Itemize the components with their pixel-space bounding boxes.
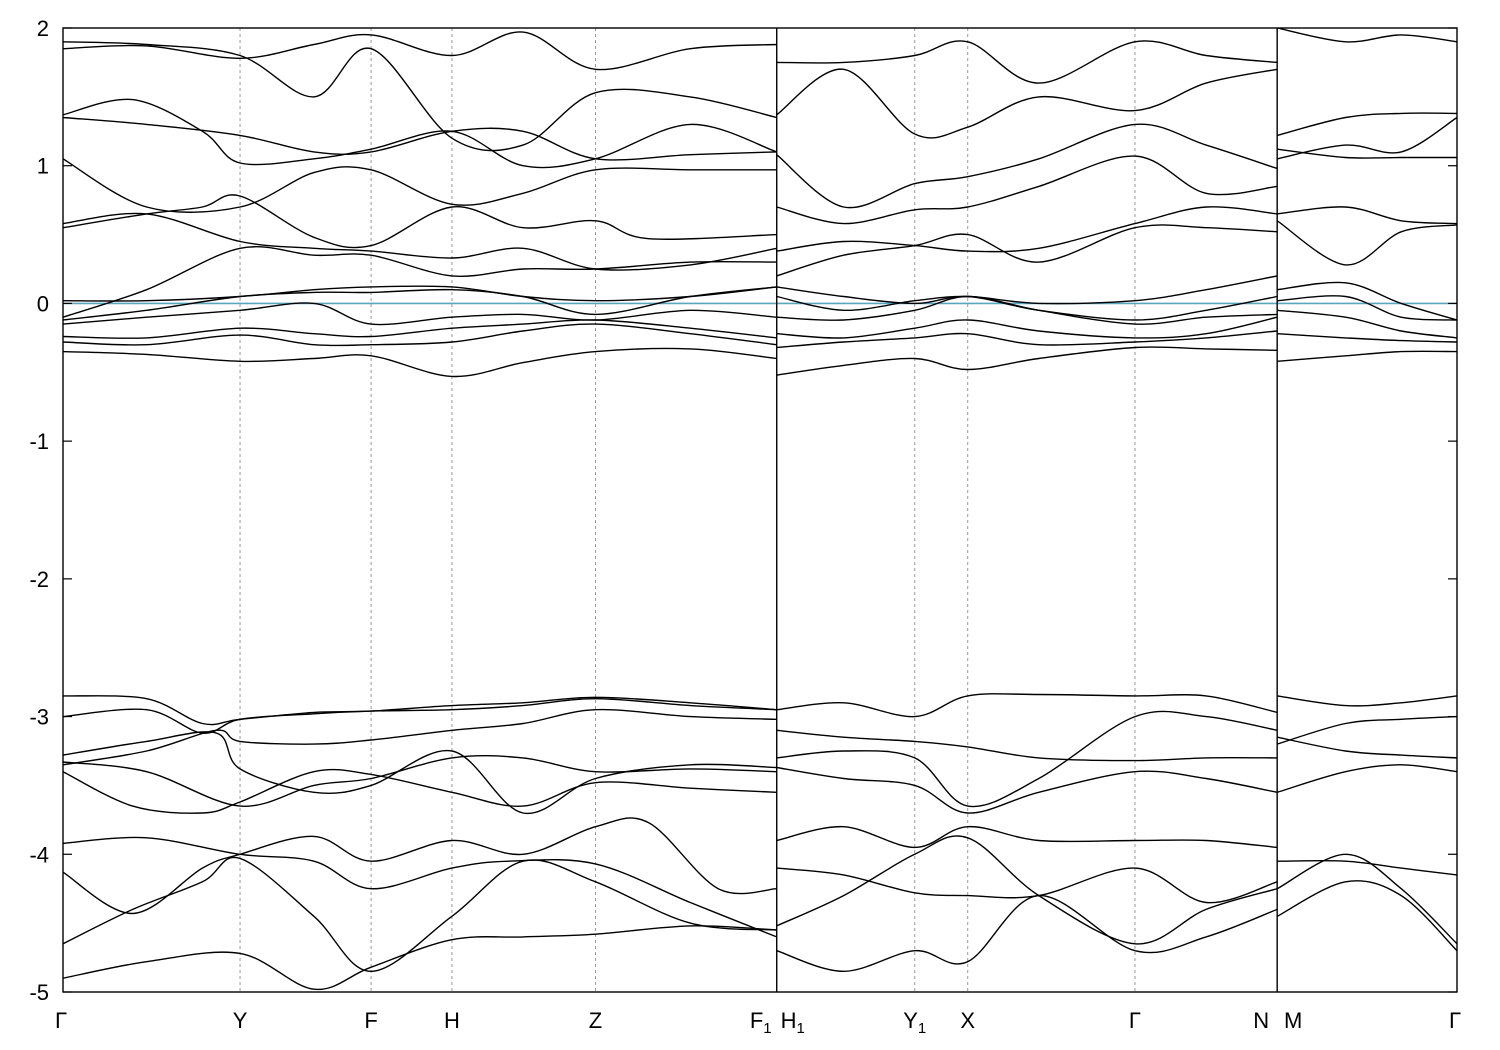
- band-line-49: [1277, 736, 1457, 759]
- band-line-33: [776, 330, 1278, 349]
- kpoint-gridlines: [239, 28, 1136, 992]
- band-line-55: [1277, 281, 1457, 321]
- band-line-60: [1277, 112, 1457, 137]
- band-line-61: [1277, 28, 1457, 43]
- band-line-37: [776, 275, 1278, 312]
- y-tick-label: -4: [29, 842, 49, 867]
- band-line-31: [776, 693, 1278, 718]
- y-tick-label: -1: [29, 429, 49, 454]
- band-line-24: [776, 894, 1278, 972]
- band-line-17: [63, 212, 777, 271]
- band-line-11: [63, 323, 777, 347]
- band-line-22: [63, 41, 777, 152]
- band-line-28: [776, 766, 1278, 814]
- band-line-13: [63, 302, 777, 326]
- kpoint-label: F: [364, 1008, 377, 1033]
- band-line-38: [776, 224, 1278, 277]
- band-line-56: [1276, 220, 1457, 266]
- band-line-23: [63, 31, 777, 71]
- band-line-57: [1277, 206, 1457, 225]
- band-line-50: [1277, 695, 1457, 707]
- band-line-16: [63, 246, 777, 318]
- y-axis-ticks: -5 -4 -3 -2 -1 0 1 2: [29, 16, 1457, 1005]
- band-line-36: [776, 286, 1278, 321]
- band-line-45: [1276, 853, 1457, 945]
- kpoint-label: N: [1253, 1008, 1269, 1033]
- y-tick-label: 0: [37, 291, 49, 316]
- band-line-27: [776, 825, 1278, 849]
- plot-frame: [62, 27, 1458, 993]
- band-line-21: [63, 98, 777, 169]
- y-tick-label: -5: [29, 980, 49, 1005]
- band-line-42: [776, 68, 1278, 139]
- band-line-41: [776, 123, 1278, 209]
- band-line-48: [1276, 715, 1457, 745]
- kpoint-label: Γ: [1129, 1008, 1141, 1033]
- band-line-1: [63, 856, 777, 972]
- band-line-14: [63, 286, 777, 321]
- band-line-3: [63, 836, 777, 938]
- band-line-47: [1276, 764, 1457, 793]
- band-line-25: [776, 835, 1278, 945]
- kpoint-label: H1: [781, 1008, 805, 1037]
- band-line-29: [776, 710, 1278, 808]
- band-line-52: [1277, 333, 1457, 343]
- kpoint-labels: Γ Y F H Z F1 H1 Y1 X Γ N M Γ: [55, 1008, 1461, 1037]
- band-line-18: [63, 194, 777, 249]
- band-line-46: [1277, 859, 1457, 876]
- kpoint-label: Y1: [903, 1008, 926, 1037]
- y-tick-label: 1: [37, 154, 49, 179]
- kpoint-label: Y: [233, 1008, 248, 1033]
- kpoint-label: Γ: [1449, 1008, 1461, 1033]
- band-line-15: [63, 285, 777, 302]
- band-line-44: [1276, 880, 1457, 952]
- kpoint-label: F1: [750, 1008, 772, 1037]
- band-line-10: [63, 347, 777, 378]
- band-line-19: [63, 158, 777, 213]
- band-line-9: [63, 695, 777, 726]
- band-line-54: [1277, 295, 1457, 321]
- band-line-8: [63, 698, 777, 734]
- kpoint-label: Z: [589, 1008, 602, 1033]
- band-line-4: [63, 755, 777, 807]
- band-line-39: [776, 206, 1278, 253]
- y-tick-label: -2: [29, 567, 49, 592]
- kpoint-label: X: [960, 1008, 975, 1033]
- band-line-51: [1277, 350, 1457, 362]
- band-line-7: [63, 708, 777, 766]
- y-tick-label: 2: [37, 16, 49, 41]
- band-line-59: [1277, 116, 1457, 160]
- band-line-53: [1277, 309, 1457, 339]
- band-line-20: [63, 116, 777, 161]
- band-lines: [63, 28, 1457, 991]
- band-line-2: [63, 817, 777, 915]
- band-line-32: [776, 346, 1278, 376]
- band-line-26: [776, 867, 1278, 904]
- band-line-12: [63, 319, 777, 339]
- band-line-5: [63, 768, 777, 814]
- kpoint-label: H: [444, 1008, 460, 1033]
- band-line-43: [776, 40, 1278, 84]
- band-line-58: [1277, 148, 1457, 159]
- band-line-40: [776, 155, 1278, 225]
- y-tick-label: -3: [29, 705, 49, 730]
- kpoint-label: Γ: [55, 1008, 67, 1033]
- segment-dividers: [776, 28, 1278, 992]
- kpoint-label: M: [1284, 1008, 1302, 1033]
- band-line-0: [63, 925, 777, 991]
- band-line-30: [776, 729, 1278, 762]
- band-line-34: [776, 316, 1278, 339]
